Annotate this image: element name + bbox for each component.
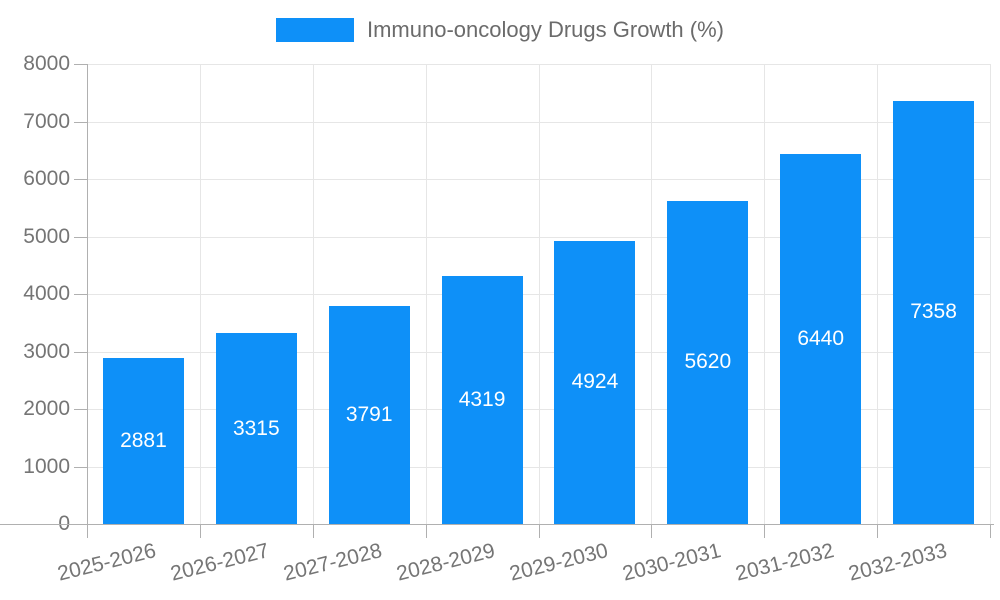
x-axis-tick	[764, 524, 766, 538]
y-axis-tick-label: 4000	[23, 282, 70, 305]
y-axis-tick	[74, 236, 87, 238]
gridline-vertical	[199, 64, 201, 524]
x-axis-tick	[651, 524, 653, 538]
bar	[215, 333, 297, 524]
x-axis-tick	[425, 524, 427, 538]
y-axis-tick-label: 5000	[23, 224, 70, 248]
x-axis-tick	[990, 524, 991, 538]
x-axis-tick	[877, 524, 879, 538]
bar	[780, 153, 862, 524]
x-axis-line	[0, 524, 994, 525]
y-axis-tick-label: 7000	[23, 109, 70, 133]
gridline-vertical	[425, 64, 427, 524]
gridline-vertical	[764, 64, 766, 524]
bar-value-label: 4924	[571, 370, 619, 394]
x-axis-tick	[199, 524, 201, 538]
y-axis-tick	[74, 351, 87, 353]
y-axis-tick-label: 1000	[23, 454, 70, 478]
y-axis-tick	[74, 294, 87, 295]
y-axis-tick	[74, 466, 87, 468]
legend-label: Immuno-oncology Drugs Growth (%)	[366, 17, 724, 42]
y-axis-line	[87, 64, 88, 538]
y-axis-tick	[74, 64, 87, 65]
y-axis-tick-label: 3000	[23, 339, 70, 363]
y-axis-tick-label: 6000	[23, 167, 70, 190]
bar	[102, 358, 184, 524]
x-axis-tick	[538, 524, 540, 538]
bar-value-label: 2881	[120, 429, 167, 453]
bar	[328, 306, 410, 524]
bar	[667, 200, 749, 524]
bar-value-label: 4319	[458, 387, 506, 411]
bar-value-label: 6440	[797, 326, 845, 350]
bar	[441, 275, 523, 524]
y-axis-tick	[74, 179, 87, 180]
y-axis-tick	[74, 409, 87, 410]
gridline-vertical	[538, 64, 540, 524]
bar-value-label: 3315	[232, 416, 280, 440]
gridline-vertical	[651, 64, 653, 524]
bar-value-label: 3791	[345, 403, 393, 426]
gridline-vertical	[312, 64, 314, 524]
y-axis-tick-label: 0	[0, 513, 70, 535]
gridline-vertical	[990, 64, 991, 524]
y-axis-tick	[74, 121, 87, 123]
legend-item[interactable]: Immuno-oncology Drugs Growth (%)	[0, 17, 1000, 43]
bar	[893, 100, 975, 524]
x-axis-tick	[312, 524, 314, 538]
y-axis-tick-label: 2000	[23, 397, 70, 420]
gridline-vertical	[877, 64, 879, 524]
legend-swatch	[275, 18, 354, 42]
bar-value-label: 7358	[910, 300, 957, 324]
y-axis-tick-label: 8000	[23, 52, 70, 75]
bar	[554, 240, 636, 524]
bar-value-label: 5620	[684, 350, 732, 374]
